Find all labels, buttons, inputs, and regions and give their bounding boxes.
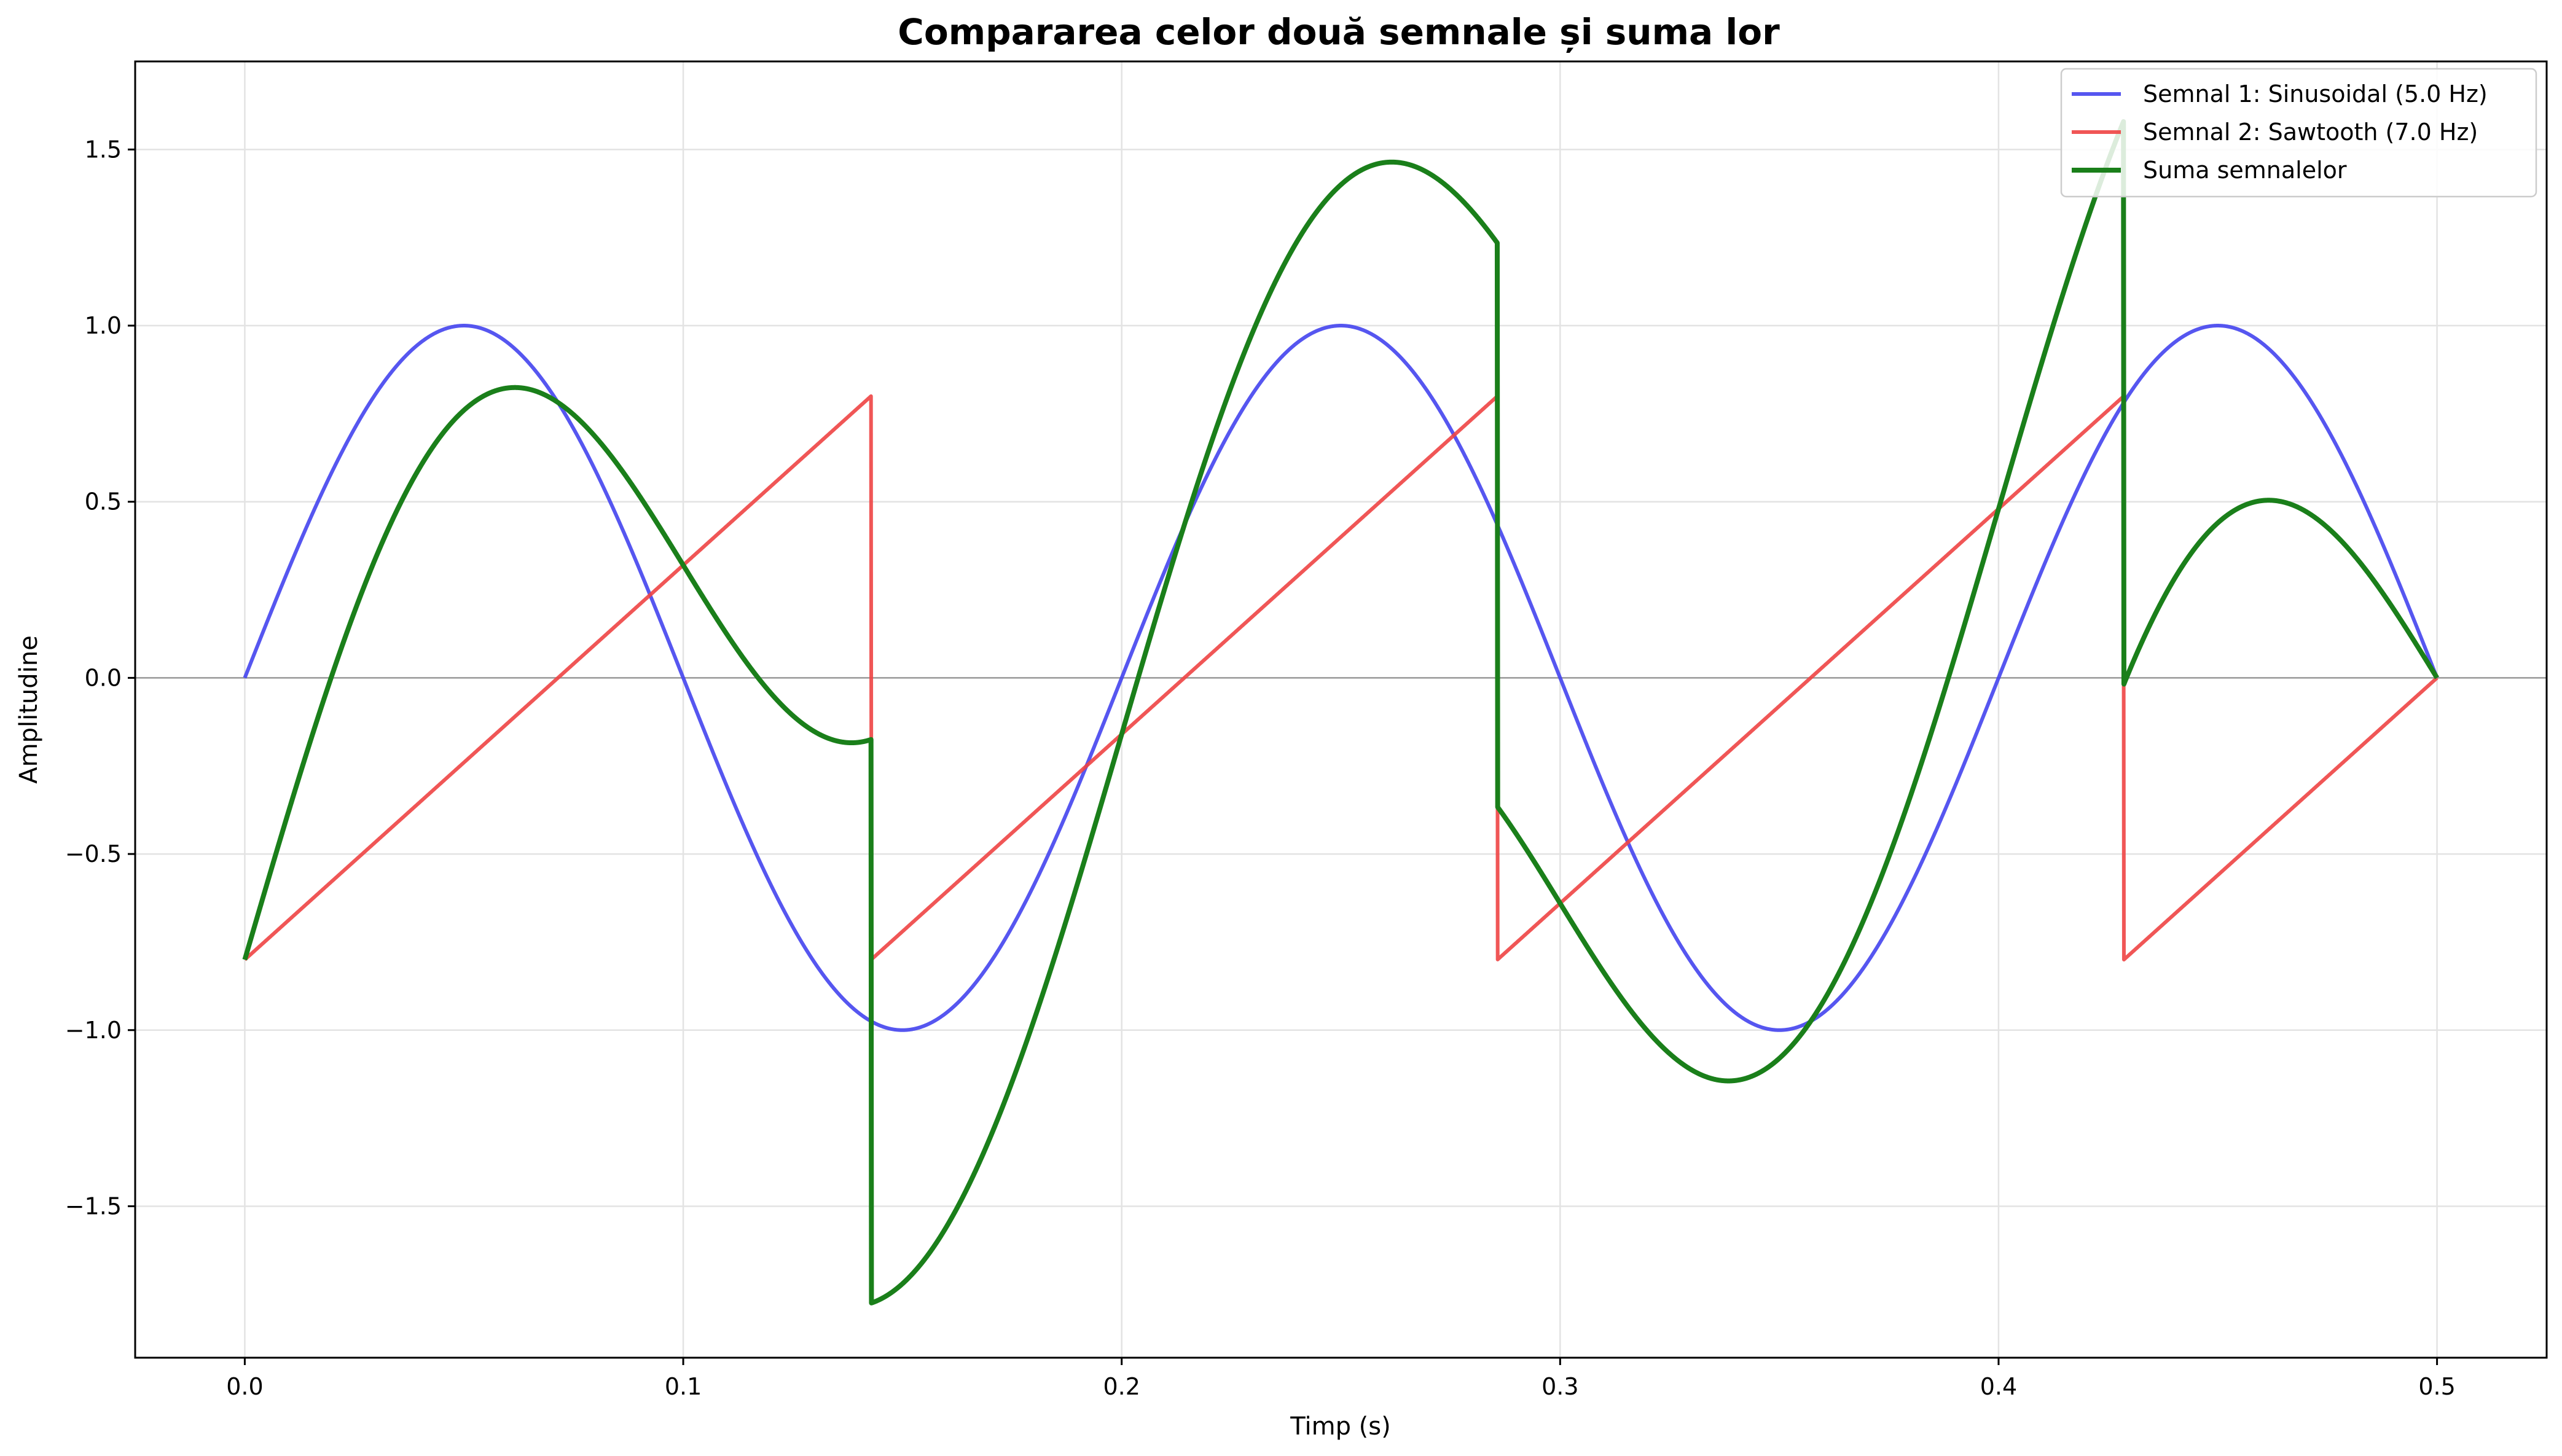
x-tick-label: 0.3 xyxy=(1542,1373,1578,1400)
plot-frame xyxy=(134,60,2548,1359)
series-group xyxy=(242,119,2440,1305)
y-tick-label: −0.5 xyxy=(65,840,122,867)
legend: Semnal 1: Sinusoidal (5.0 Hz) Semnal 2: S… xyxy=(2060,68,2537,198)
x-axis-label: Timp (s) xyxy=(1290,1412,1390,1441)
legend-label-sum: Suma semnalelor xyxy=(2143,157,2347,184)
y-tick-label: 0.0 xyxy=(85,664,122,691)
x-tick-label: 0.5 xyxy=(2418,1373,2455,1400)
legend-box xyxy=(2060,68,2537,198)
y-tick-label: −1.0 xyxy=(65,1017,122,1044)
y-tick-label: −1.5 xyxy=(65,1192,122,1219)
legend-label-sawtooth: Semnal 2: Sawtooth (7.0 Hz) xyxy=(2143,119,2478,146)
y-axis-label: Amplitudine xyxy=(15,635,43,783)
ticks: 0.0 0.1 0.2 0.3 0.4 0.5 −1.5 −1.0 −0.5 0.0 0.5 1.0 1… xyxy=(65,136,2456,1400)
y-tick-label: 1.5 xyxy=(85,136,122,163)
x-tick-label: 0.0 xyxy=(226,1373,263,1400)
series-line-sawtooth xyxy=(243,394,2439,961)
x-tick-label: 0.2 xyxy=(1103,1373,1140,1400)
y-tick-label: 0.5 xyxy=(85,488,122,515)
series-line-sum xyxy=(242,119,2440,1305)
legend-items: Semnal 1: Sinusoidal (5.0 Hz) Semnal 2: S… xyxy=(2072,80,2488,184)
chart-title: Compararea celor două semnale și suma lo… xyxy=(898,11,1780,53)
x-tick-label: 0.1 xyxy=(665,1373,702,1400)
x-tick-label: 0.4 xyxy=(1980,1373,2017,1400)
y-tick-label: 1.0 xyxy=(85,312,122,339)
series-line-sine xyxy=(243,324,2439,1032)
legend-label-sine: Semnal 1: Sinusoidal (5.0 Hz) xyxy=(2143,80,2488,108)
